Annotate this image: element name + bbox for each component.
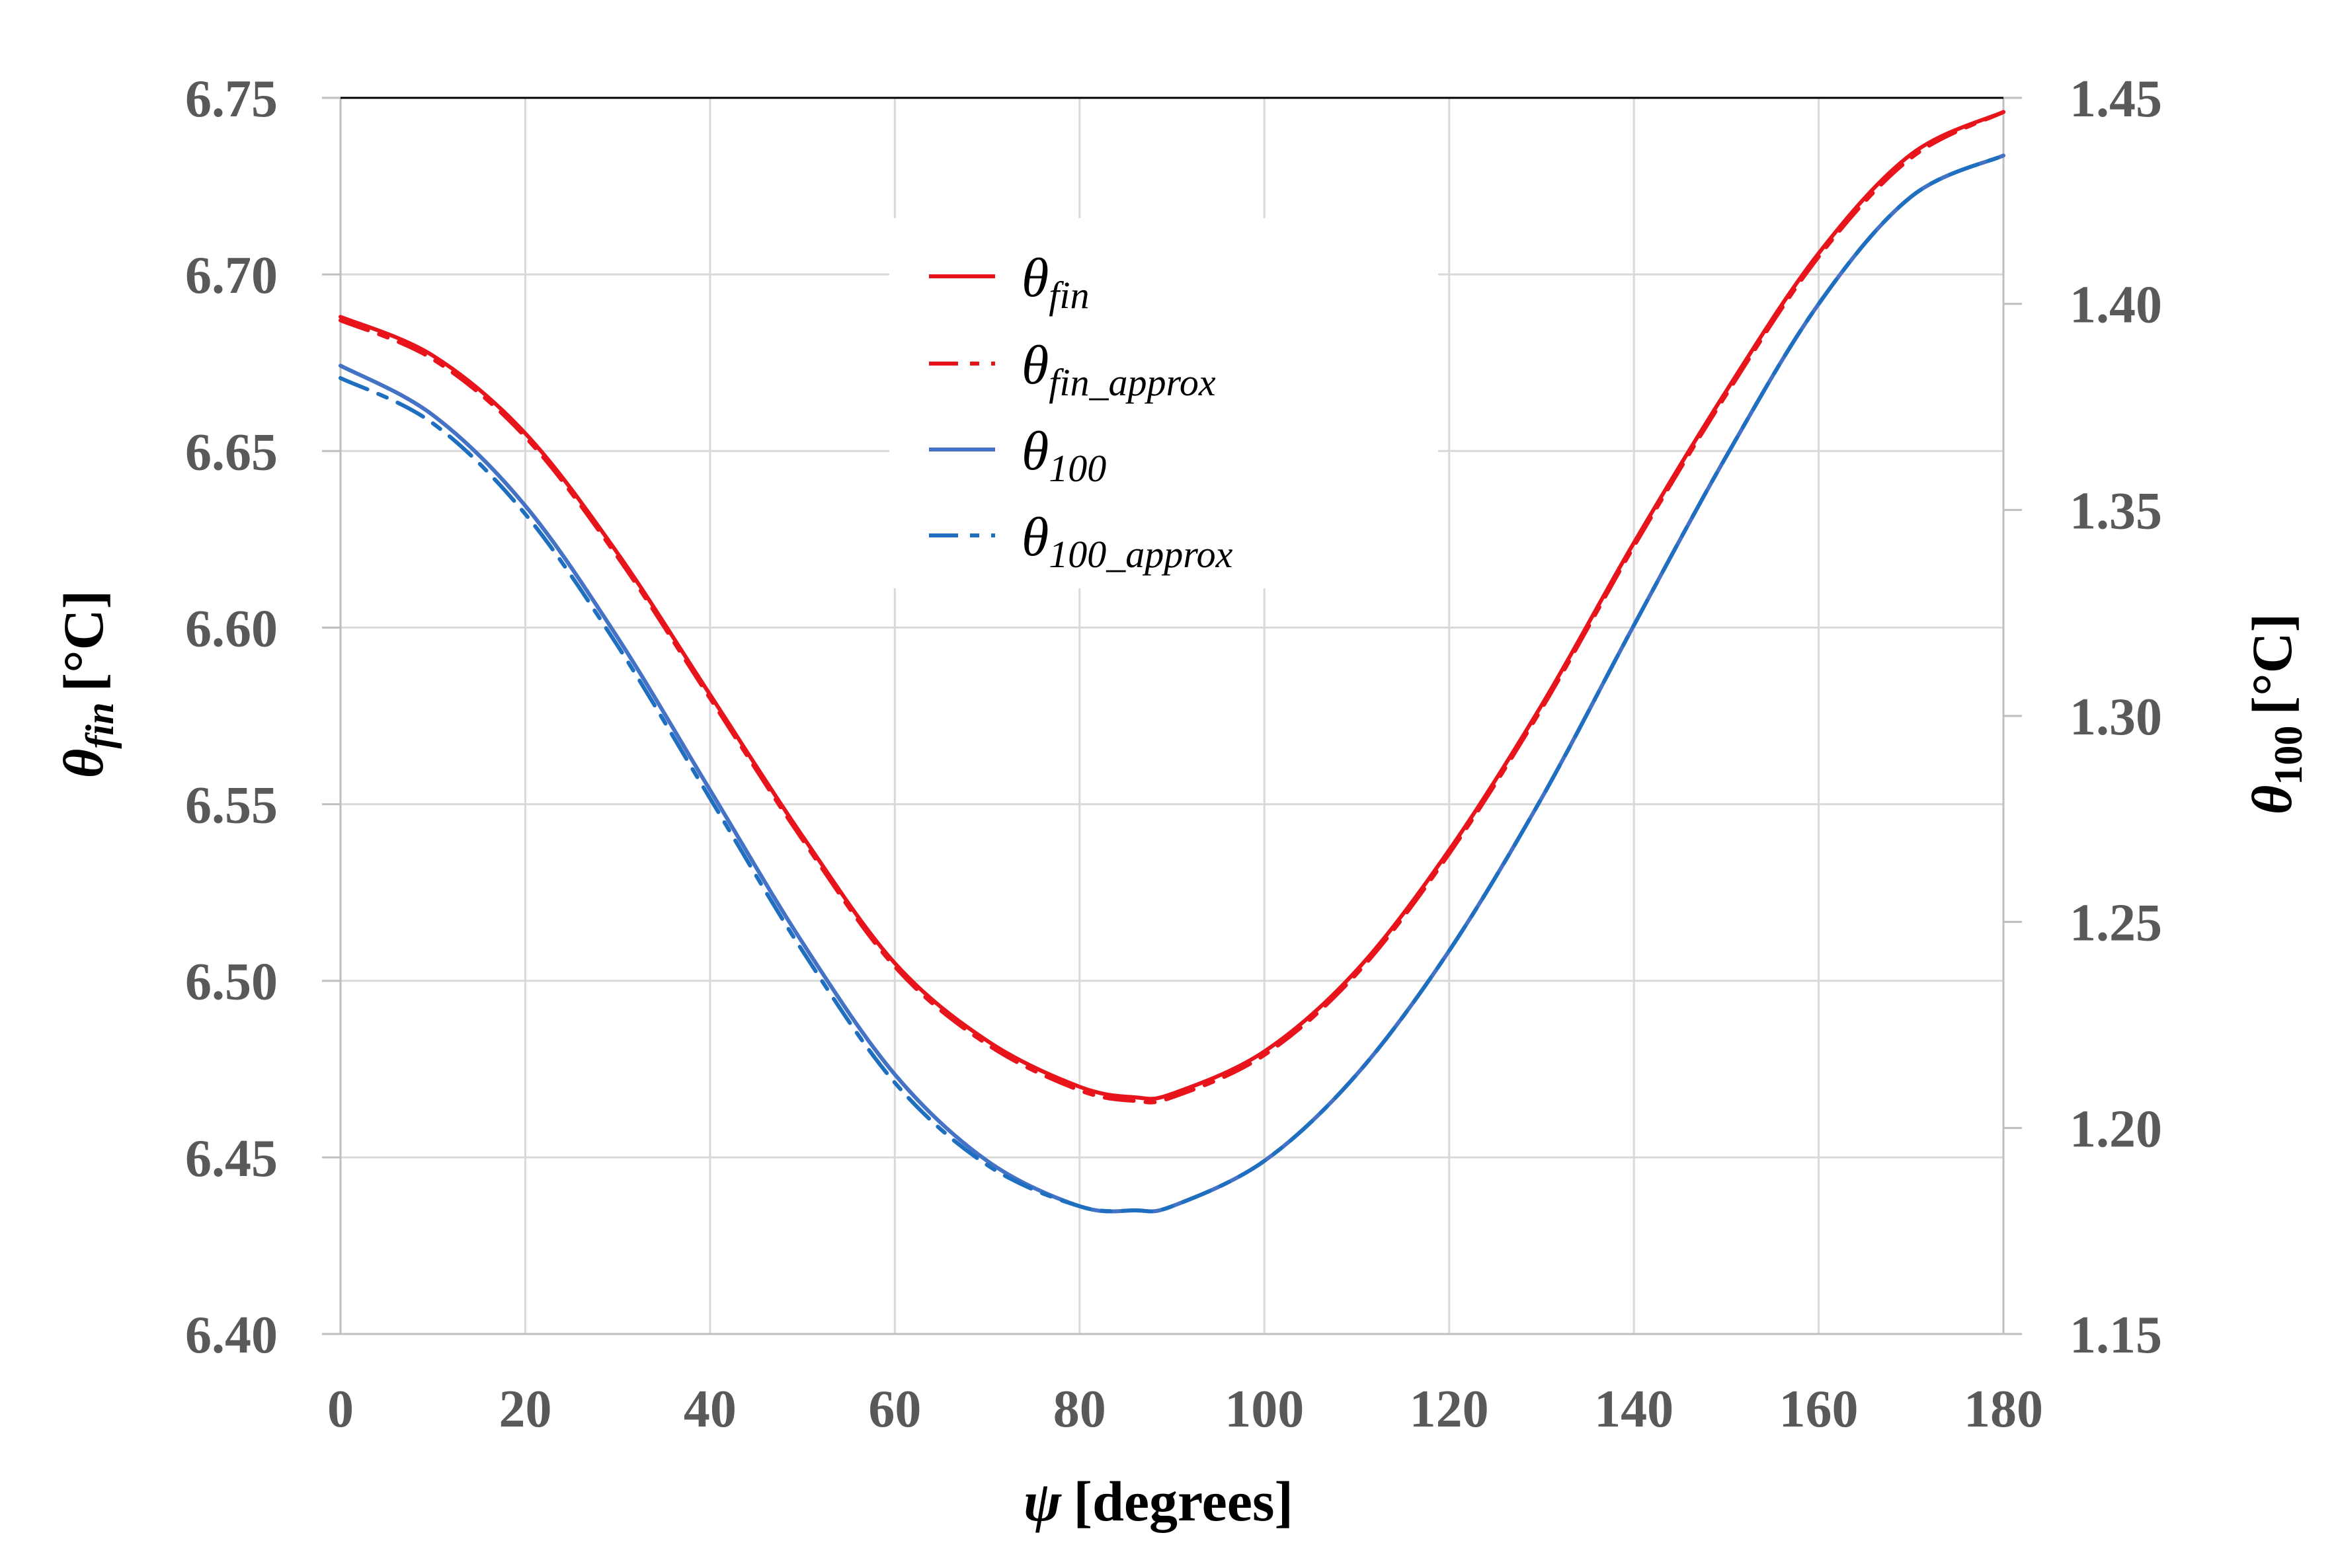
x-tick-label: 60 bbox=[868, 1380, 921, 1438]
y-right-tick-label: 1.15 bbox=[2070, 1306, 2162, 1364]
x-tick-label: 0 bbox=[327, 1380, 354, 1438]
legend-background bbox=[889, 218, 1438, 588]
y-left-tick-label: 6.55 bbox=[185, 777, 278, 835]
legend-label-theta-100: θ100 bbox=[1022, 420, 1106, 490]
y-left-tick-label: 6.65 bbox=[185, 423, 278, 481]
y-right-axis-title: θ100[°C] bbox=[2240, 613, 2310, 814]
legend-label-theta-fin: θfin bbox=[1022, 247, 1090, 317]
x-tick-label: 80 bbox=[1053, 1380, 1106, 1438]
x-tick-label: 120 bbox=[1410, 1380, 1489, 1438]
y-left-tick-label: 6.40 bbox=[185, 1306, 278, 1364]
x-tick-label: 40 bbox=[684, 1380, 737, 1438]
tick-labels: 0 20 40 60 80 100 120 140 160 180 6.40 6.45 6.50 6.55… bbox=[185, 70, 2162, 1438]
y-right-tick-label: 1.35 bbox=[2070, 482, 2162, 540]
y-right-tick-label: 1.45 bbox=[2070, 70, 2162, 128]
y-right-tick-label: 1.25 bbox=[2070, 894, 2162, 953]
y-left-tick-label: 6.75 bbox=[185, 70, 278, 128]
y-left-tick-label: 6.45 bbox=[185, 1130, 278, 1188]
x-tick-label: 160 bbox=[1779, 1380, 1859, 1438]
y-left-axis-title: θfin[°C] bbox=[52, 590, 122, 778]
y-right-tick-label: 1.30 bbox=[2070, 688, 2162, 746]
x-tick-label: 20 bbox=[499, 1380, 551, 1438]
y-left-tick-label: 6.50 bbox=[185, 953, 278, 1011]
x-tick-label: 100 bbox=[1225, 1380, 1304, 1438]
legend-label-theta-fin-approx: θfin_approx bbox=[1022, 334, 1216, 404]
y-right-tick-label: 1.40 bbox=[2070, 276, 2162, 334]
series-lines bbox=[339, 110, 2005, 1214]
legend-label-theta-100-approx: θ100_approx bbox=[1022, 506, 1233, 576]
series-line-fin-approx bbox=[339, 110, 2005, 1105]
series-line-100-approx bbox=[339, 153, 2005, 1214]
legend: θfin θfin_approx θ100 θ100_approx bbox=[889, 218, 1438, 588]
y-right-tick-label: 1.20 bbox=[2070, 1100, 2162, 1158]
x-tick-label: 140 bbox=[1594, 1380, 1673, 1438]
axes bbox=[322, 97, 2022, 1335]
x-tick-label: 180 bbox=[1964, 1380, 2043, 1438]
x-axis-title: ψ [degrees] bbox=[1024, 1470, 1293, 1533]
y-left-tick-label: 6.70 bbox=[185, 247, 278, 305]
y-left-tick-label: 6.60 bbox=[185, 600, 278, 658]
